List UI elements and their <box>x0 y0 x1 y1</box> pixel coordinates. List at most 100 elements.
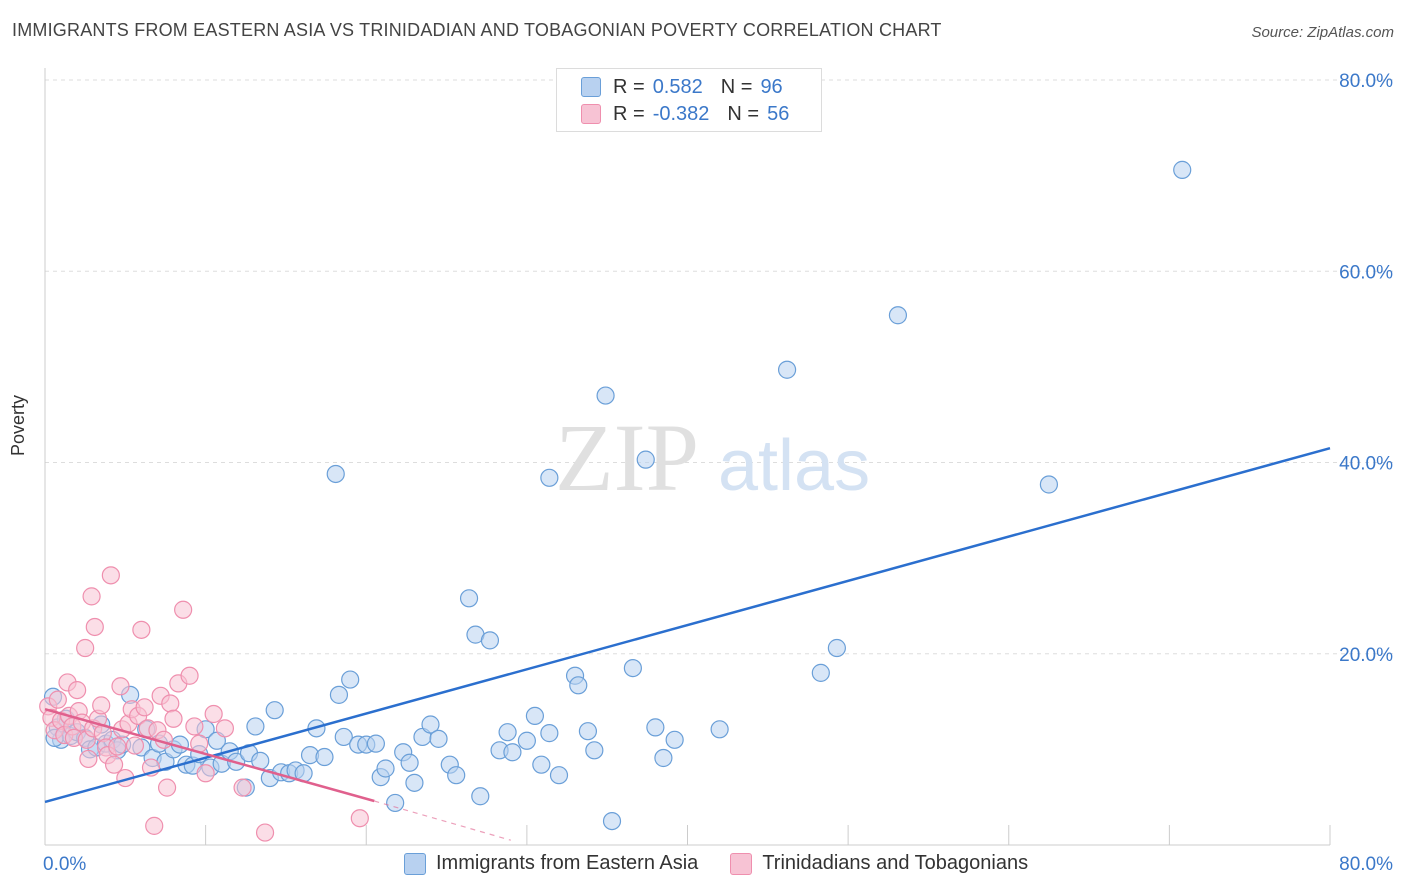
data-point-eastern-asia <box>654 748 673 768</box>
legend-r-value: -0.382 <box>652 102 710 125</box>
legend-swatch-pink <box>581 104 601 124</box>
data-point-eastern-asia <box>585 741 604 760</box>
data-point-eastern-asia <box>503 743 522 762</box>
data-point-eastern-asia <box>459 589 479 608</box>
series-legend: Immigrants from Eastern Asia Trinidadian… <box>404 852 1060 875</box>
trend-lines <box>44 446 1331 841</box>
data-point-trinidadian <box>76 638 95 658</box>
data-point-trinidadian <box>350 809 369 828</box>
data-point-trinidadian <box>85 617 104 637</box>
data-point-eastern-asia <box>540 468 559 487</box>
data-point-eastern-asia <box>405 773 424 792</box>
legend-swatch-blue <box>581 77 601 97</box>
data-point-eastern-asia <box>888 306 908 325</box>
data-point-eastern-asia <box>827 638 846 658</box>
data-point-eastern-asia <box>471 787 490 806</box>
watermark-zip: ZIP <box>555 404 699 511</box>
data-point-eastern-asia <box>326 464 345 484</box>
data-point-eastern-asia <box>710 720 729 739</box>
data-point-trinidadian <box>111 677 130 696</box>
trend-line-trinidadian-extension <box>374 800 511 841</box>
tick-labels: 20.0% 40.0% 60.0% 80.0% 0.0% 80.0% <box>43 71 1393 875</box>
y-tick-label: 60.0% <box>1339 262 1393 283</box>
data-point-trinidadian <box>92 696 111 715</box>
legend-r-value: 0.582 <box>652 75 703 98</box>
data-point-eastern-asia <box>623 658 642 678</box>
legend-r-label: R = <box>613 75 645 98</box>
data-point-trinidadian <box>180 666 199 685</box>
data-point-eastern-asia <box>646 718 665 737</box>
data-point-trinidadian <box>79 749 98 769</box>
legend-swatch-pink <box>730 852 753 875</box>
y-tick-label: 20.0% <box>1339 645 1393 666</box>
y-tick-label: 80.0% <box>1339 71 1393 92</box>
data-point-trinidadian <box>82 587 101 606</box>
legend-item-eastern-asia: Immigrants from Eastern Asia <box>404 852 698 875</box>
data-point-eastern-asia <box>480 631 500 650</box>
data-point-trinidadian <box>161 694 180 713</box>
x-tick-label: 0.0% <box>43 854 86 875</box>
watermark: ZIP atlas <box>555 404 870 511</box>
data-point-eastern-asia <box>811 663 830 682</box>
data-point-eastern-asia <box>540 724 559 743</box>
x-tick-label: 80.0% <box>1339 854 1393 875</box>
legend-label-trinidadian: Trinidadians and Tobagonians <box>762 852 1029 874</box>
watermark-atlas: atlas <box>718 426 870 506</box>
data-point-eastern-asia <box>386 793 405 813</box>
data-point-eastern-asia <box>602 811 622 831</box>
legend-swatch-blue <box>404 852 426 875</box>
data-point-eastern-asia <box>366 734 385 753</box>
data-point-trinidadian <box>255 823 275 842</box>
data-point-trinidadian <box>164 709 183 728</box>
data-point-eastern-asia <box>498 723 517 742</box>
data-point-eastern-asia <box>341 670 360 689</box>
data-point-trinidadian <box>108 737 127 756</box>
data-point-trinidadian <box>145 816 164 835</box>
legend-row-eastern-asia: R = 0.582 N = 96 <box>581 75 783 99</box>
data-point-eastern-asia <box>246 717 265 736</box>
legend-n-value: 96 <box>760 75 783 98</box>
data-point-eastern-asia <box>569 676 588 695</box>
data-point-eastern-asia <box>665 730 684 749</box>
data-point-eastern-asia <box>777 360 797 379</box>
trend-line-eastern-asia <box>44 446 1331 804</box>
data-point-trinidadian <box>125 736 145 755</box>
data-point-eastern-asia <box>334 727 353 747</box>
data-point-eastern-asia <box>636 450 655 469</box>
data-point-trinidadian <box>132 620 151 639</box>
data-point-trinidadian <box>185 717 204 736</box>
data-point-trinidadian <box>215 719 234 738</box>
data-point-trinidadian <box>135 698 154 717</box>
data-point-eastern-asia <box>532 755 551 774</box>
stats-legend: R = 0.582 N = 96 R = -0.382 N = 56 <box>556 68 822 132</box>
y-tick-label: 40.0% <box>1339 454 1393 475</box>
data-point-eastern-asia <box>400 753 419 772</box>
data-point-eastern-asia <box>1173 160 1192 179</box>
data-point-eastern-asia <box>447 766 466 785</box>
data-point-trinidadian <box>104 755 124 774</box>
data-point-trinidadian <box>204 704 223 724</box>
source-label: Source: ZipAtlas.com <box>1251 24 1394 41</box>
data-point-trinidadian <box>157 778 177 797</box>
legend-n-label: N = <box>720 75 753 98</box>
trend-line-trinidadian <box>44 708 375 803</box>
data-point-eastern-asia <box>525 706 545 726</box>
data-point-trinidadian <box>68 680 87 700</box>
gridlines <box>45 79 1395 655</box>
legend-item-trinidadian: Trinidadians and Tobagonians <box>730 852 1028 875</box>
data-point-trinidadian <box>101 566 120 585</box>
data-point-trinidadian <box>233 778 252 797</box>
data-point-trinidadian <box>48 690 67 709</box>
data-point-eastern-asia <box>315 747 334 767</box>
legend-r-label: R = <box>613 102 645 125</box>
legend-label-eastern-asia: Immigrants from Eastern Asia <box>436 852 699 874</box>
legend-row-trinidadian: R = -0.382 N = 56 <box>581 102 789 126</box>
data-point-eastern-asia <box>265 701 284 720</box>
data-point-trinidadian <box>196 764 215 783</box>
data-point-eastern-asia <box>517 731 536 750</box>
data-point-eastern-asia <box>421 715 440 734</box>
data-point-eastern-asia <box>1039 475 1059 494</box>
chart-title: IMMIGRANTS FROM EASTERN ASIA VS TRINIDAD… <box>12 20 942 40</box>
data-point-eastern-asia <box>329 685 349 704</box>
